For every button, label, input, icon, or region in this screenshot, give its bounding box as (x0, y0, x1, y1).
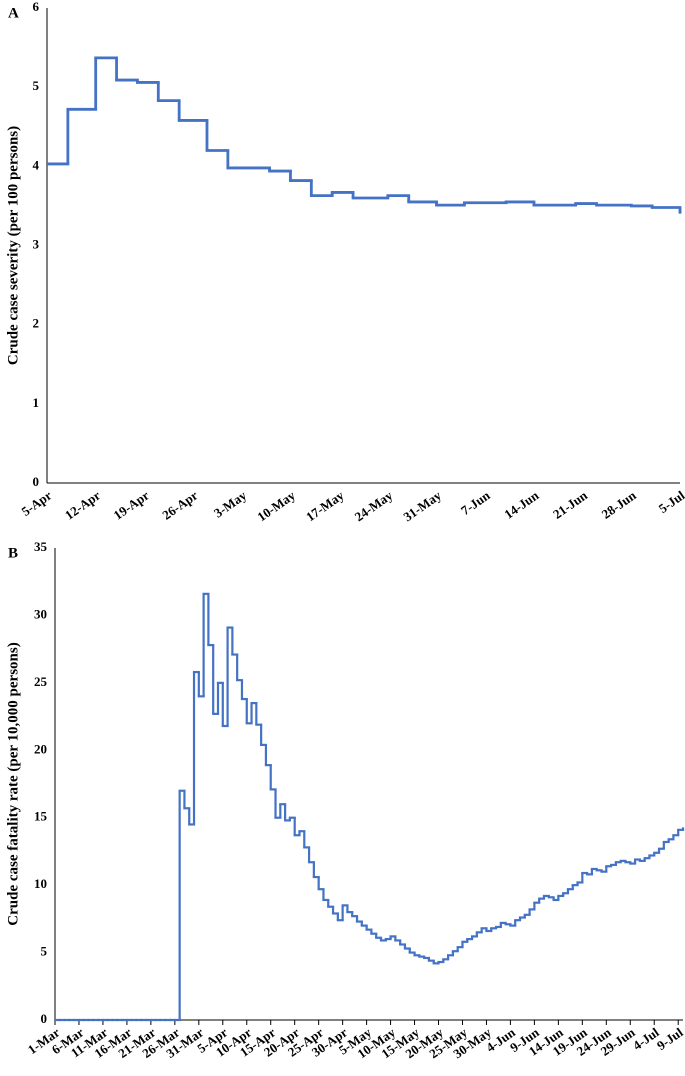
y-axis-label: Crude case severity (per 100 persons) (5, 126, 21, 365)
y-tick-label: 6 (33, 0, 40, 14)
y-tick-label: 5 (33, 78, 40, 93)
x-tick-label: 14-Jun (501, 487, 542, 522)
x-tick-label: 10-May (254, 487, 298, 524)
panel-label: B (8, 545, 18, 561)
x-tick-label: 5-Jul (656, 487, 685, 516)
y-axis-label: Crude case fatality rate (per 10,000 per… (5, 642, 21, 925)
x-tick-label: 5-Apr (19, 487, 55, 518)
y-tick-label: 0 (41, 1011, 48, 1026)
x-tick-label: 21-Jun (550, 487, 591, 522)
y-tick-label: 3 (33, 236, 40, 251)
x-tick-label: 3-May (211, 487, 250, 520)
y-tick-label: 4 (33, 157, 40, 172)
x-tick-label: 31-May (400, 487, 444, 524)
x-tick-label: 24-May (352, 487, 396, 524)
x-tick-label: 17-May (303, 487, 347, 524)
y-tick-label: 15 (34, 809, 48, 824)
x-tick-label: 7-Jun (458, 487, 493, 518)
y-tick-label: 1 (33, 395, 40, 410)
y-tick-label: 20 (34, 741, 47, 756)
y-tick-label: 30 (34, 606, 47, 621)
x-tick-label: 12-Apr (62, 487, 103, 522)
x-tick-label: 26-Apr (159, 487, 200, 522)
panel-label: A (8, 5, 19, 21)
y-tick-label: 25 (34, 674, 48, 689)
y-tick-label: 10 (34, 876, 47, 891)
y-tick-label: 35 (34, 539, 48, 554)
x-tick-label: 19-Apr (111, 487, 152, 522)
x-tick-label: 28-Jun (599, 487, 640, 522)
y-tick-label: 5 (41, 944, 48, 959)
y-tick-label: 2 (33, 316, 40, 331)
x-tick-label: 9-Jul (654, 1024, 685, 1053)
y-tick-label: 0 (33, 474, 40, 489)
